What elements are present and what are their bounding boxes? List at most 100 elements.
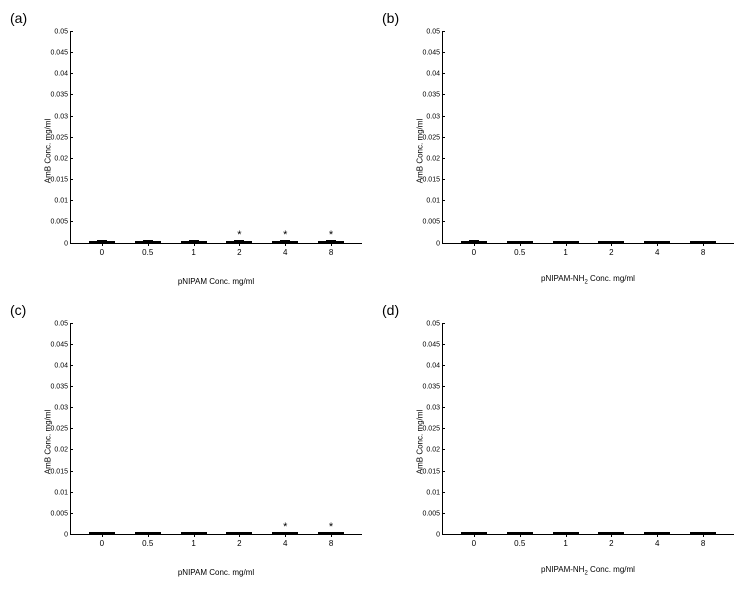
- x-tick-mark: [194, 534, 195, 537]
- y-tick-label: 0.035: [382, 92, 440, 99]
- bar-wrap: 2: [596, 241, 626, 243]
- chart-area: 0 0.5 1 2 *4 *8: [70, 324, 362, 536]
- bar-wrap: 1: [179, 532, 209, 534]
- y-tick-label: 0.02: [382, 155, 440, 162]
- y-tick-label: 0.035: [382, 383, 440, 390]
- bars-container: 0 0.5 1 2 *4 *8: [71, 324, 362, 535]
- y-tick-label: 0.015: [10, 177, 68, 184]
- x-tick-mark: [239, 534, 240, 537]
- y-tick-label: 0: [382, 240, 440, 247]
- y-tick-label: 0.025: [10, 426, 68, 433]
- x-tick-mark: [611, 534, 612, 537]
- panel-c: (c)AmB Conc. mg/ml00.0050.010.0150.020.0…: [10, 302, 372, 584]
- y-tick-label: 0.035: [10, 383, 68, 390]
- x-tick-mark: [474, 243, 475, 246]
- y-tick-label: 0.01: [10, 489, 68, 496]
- bar-wrap: 8: [688, 532, 718, 534]
- chart-area: 00.51248: [442, 32, 734, 244]
- y-tick-label: 0.04: [382, 71, 440, 78]
- y-tick-label: 0.05: [10, 320, 68, 327]
- bars-container: 00.51248: [443, 324, 734, 535]
- x-axis-label: pNIPAM Conc. mg/ml: [70, 277, 362, 286]
- y-tick-label: 0.045: [382, 341, 440, 348]
- bars-container: 00.51248: [443, 32, 734, 243]
- x-tick-label: 4: [283, 539, 287, 548]
- bar-wrap: 2: [224, 532, 254, 534]
- x-tick-label: 1: [191, 539, 195, 548]
- bar-wrap: 0.5: [133, 532, 163, 534]
- bar-wrap: 0.5: [505, 532, 535, 534]
- y-tick-label: 0.04: [10, 71, 68, 78]
- bar-wrap: *8: [316, 532, 346, 534]
- y-tick-label: 0.01: [382, 198, 440, 205]
- y-tick-label: 0.02: [382, 447, 440, 454]
- x-tick-mark: [285, 243, 286, 246]
- bar-wrap: *4: [270, 532, 300, 534]
- x-tick-mark: [239, 243, 240, 246]
- x-tick-label: 0.5: [514, 248, 525, 257]
- bar-wrap: *4: [270, 241, 300, 243]
- x-tick-label: 4: [655, 248, 659, 257]
- y-tick-label: 0.015: [10, 468, 68, 475]
- y-tick-label: 0.01: [382, 489, 440, 496]
- y-tick-label: 0.03: [10, 113, 68, 120]
- bar-wrap: 1: [179, 241, 209, 243]
- y-tick-label: 0.05: [382, 320, 440, 327]
- x-tick-label: 0: [472, 248, 476, 257]
- bar-wrap: 0: [459, 241, 489, 243]
- y-tick-label: 0.015: [382, 177, 440, 184]
- panel-b: (b)AmB Conc. mg/ml00.0050.010.0150.020.0…: [382, 10, 744, 292]
- y-tick-label: 0.005: [382, 510, 440, 517]
- panel-label: (a): [10, 10, 27, 26]
- x-tick-label: 8: [329, 248, 333, 257]
- x-tick-label: 4: [655, 539, 659, 548]
- y-tick-label: 0.005: [10, 219, 68, 226]
- chart-area: 00.51*2*4*8: [70, 32, 362, 244]
- y-tick-label: 0: [382, 532, 440, 539]
- significance-marker: *: [329, 229, 333, 241]
- bar-wrap: *2: [224, 241, 254, 243]
- x-tick-mark: [703, 534, 704, 537]
- y-tick-label: 0: [10, 532, 68, 539]
- x-tick-mark: [102, 534, 103, 537]
- y-tick-label: 0.025: [10, 134, 68, 141]
- x-tick-mark: [520, 534, 521, 537]
- x-tick-label: 0.5: [514, 539, 525, 548]
- x-tick-label: 2: [609, 248, 613, 257]
- x-tick-mark: [566, 243, 567, 246]
- x-tick-mark: [148, 243, 149, 246]
- bar-wrap: 4: [642, 532, 672, 534]
- y-tick-label: 0.025: [382, 134, 440, 141]
- y-tick-label: 0.05: [10, 29, 68, 36]
- bar-wrap: 4: [642, 241, 672, 243]
- bar-wrap: 1: [551, 241, 581, 243]
- bar-wrap: 0: [459, 532, 489, 534]
- panel-label: (c): [10, 302, 26, 318]
- y-ticks: 00.0050.010.0150.020.0250.030.0350.040.0…: [10, 32, 70, 244]
- bar-wrap: 0.5: [133, 241, 163, 243]
- panel-label: (b): [382, 10, 399, 26]
- figure-grid: (a)AmB Conc. mg/ml00.0050.010.0150.020.0…: [0, 0, 754, 593]
- y-tick-label: 0.035: [10, 92, 68, 99]
- x-tick-mark: [657, 534, 658, 537]
- y-tick-label: 0.045: [10, 50, 68, 57]
- y-tick-label: 0.03: [10, 405, 68, 412]
- error-cap: [515, 241, 525, 242]
- bar-wrap: *8: [316, 241, 346, 243]
- bar-wrap: 0: [87, 532, 117, 534]
- x-tick-mark: [102, 243, 103, 246]
- x-tick-mark: [703, 243, 704, 246]
- x-tick-label: 2: [237, 248, 241, 257]
- error-cap: [97, 240, 107, 241]
- y-tick-label: 0.03: [382, 405, 440, 412]
- significance-marker: *: [283, 229, 287, 241]
- x-tick-mark: [474, 534, 475, 537]
- panel-a: (a)AmB Conc. mg/ml00.0050.010.0150.020.0…: [10, 10, 372, 292]
- x-tick-mark: [331, 534, 332, 537]
- panel-d: (d)AmB Conc. mg/ml00.0050.010.0150.020.0…: [382, 302, 744, 584]
- x-tick-mark: [331, 243, 332, 246]
- x-tick-label: 0: [100, 248, 104, 257]
- y-tick-label: 0.005: [10, 510, 68, 517]
- x-tick-mark: [194, 243, 195, 246]
- error-cap: [469, 240, 479, 241]
